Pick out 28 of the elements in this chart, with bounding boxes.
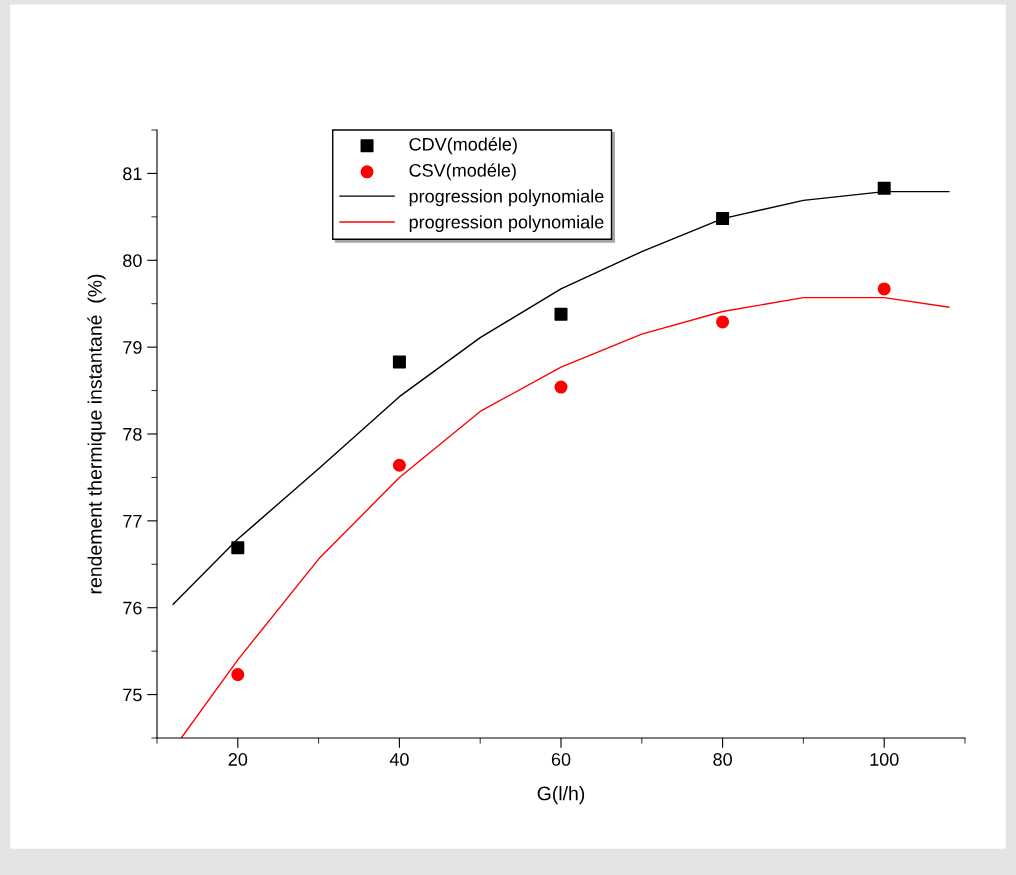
x-tick-label: 60 <box>551 753 571 766</box>
y-tick-label: 81 <box>123 167 142 181</box>
legend-label: progression polynomiale <box>409 189 604 207</box>
y-tick-label: 78 <box>123 427 142 441</box>
x-tick-label: 80 <box>713 753 732 766</box>
y-tick-label: 80 <box>123 254 142 268</box>
point <box>554 307 568 321</box>
point <box>392 355 406 369</box>
x-tick-label: 40 <box>389 753 409 766</box>
point <box>231 541 245 555</box>
legend-label: progression polynomiale <box>409 215 604 233</box>
x-tick-label: 100 <box>870 753 899 766</box>
point <box>231 668 245 682</box>
x-tick-label: 20 <box>228 753 248 766</box>
y-tick-label: 75 <box>123 688 142 702</box>
x-axis-title: G(l/h) <box>537 786 585 805</box>
legend-label: CSV(modéle) <box>409 163 516 181</box>
point <box>716 315 730 329</box>
y-axis-title: rendement thermique instantané (%) <box>87 274 106 594</box>
legend-label: CDV(modéle) <box>409 137 517 155</box>
y-tick-label: 76 <box>123 601 142 615</box>
point <box>877 282 891 296</box>
point <box>716 212 730 226</box>
point <box>392 458 406 472</box>
y-tick-label: 77 <box>123 514 142 528</box>
y-tick-label: 79 <box>123 341 142 354</box>
point <box>877 181 891 195</box>
point <box>554 380 568 394</box>
